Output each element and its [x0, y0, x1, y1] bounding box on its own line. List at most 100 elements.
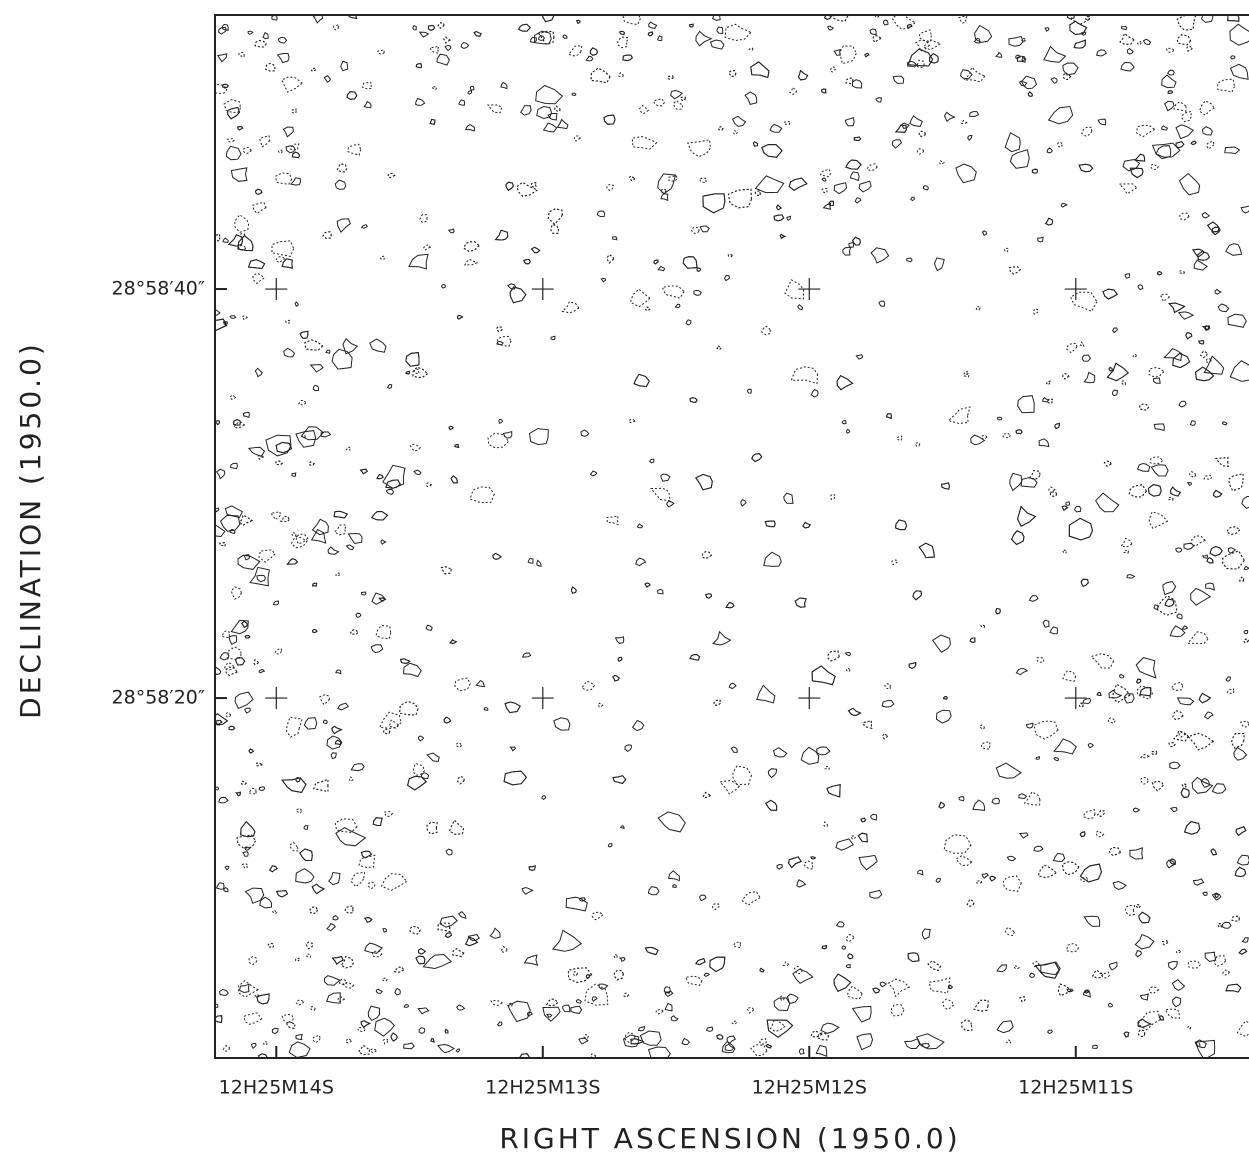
- contour: [960, 1019, 973, 1032]
- contour: [797, 304, 804, 311]
- contour: [845, 934, 855, 943]
- contour: [251, 1043, 257, 1049]
- contour: [1049, 626, 1059, 635]
- contour: [1151, 780, 1164, 792]
- contour: [967, 134, 973, 141]
- contour: [418, 1027, 426, 1034]
- contour: [331, 725, 343, 735]
- contour: [571, 92, 577, 97]
- contour: [854, 197, 862, 204]
- contour: [1181, 783, 1187, 788]
- contour: [1148, 367, 1165, 378]
- contour: [420, 772, 430, 780]
- contour: [981, 872, 990, 879]
- plot-frame: [214, 14, 1249, 1059]
- contour: [1118, 183, 1138, 195]
- contour: [810, 388, 819, 398]
- contour: [1228, 473, 1244, 492]
- contour: [960, 69, 973, 80]
- contour: [310, 528, 327, 544]
- contour: [1122, 158, 1141, 172]
- contour: [291, 108, 297, 114]
- contour: [744, 91, 758, 105]
- contour: [1021, 37, 1027, 43]
- contour: [1038, 438, 1050, 448]
- contour: [845, 77, 854, 85]
- contour: [907, 48, 934, 67]
- contour: [215, 713, 229, 726]
- contour: [797, 69, 809, 81]
- contour: [1203, 355, 1225, 375]
- contour: [507, 1002, 513, 1008]
- contour: [663, 986, 671, 994]
- contour: [443, 36, 451, 44]
- contour: [448, 425, 454, 431]
- contour: [269, 511, 281, 521]
- contour: [383, 811, 394, 818]
- contour: [1153, 423, 1165, 432]
- contour: [308, 461, 315, 466]
- contour: [374, 1017, 395, 1037]
- contour: [305, 953, 312, 958]
- contour: [1212, 489, 1223, 498]
- contour: [695, 30, 713, 47]
- contour: [754, 175, 785, 194]
- contour: [1157, 270, 1163, 276]
- contour: [575, 998, 582, 1004]
- contour: [475, 679, 486, 688]
- contour: [689, 654, 701, 661]
- contour: [320, 431, 332, 438]
- contour: [238, 983, 250, 994]
- contour: [275, 460, 284, 466]
- contour: [849, 171, 860, 182]
- contour: [369, 338, 387, 353]
- contour: [1021, 56, 1027, 62]
- contour: [309, 1006, 316, 1011]
- contour: [1065, 342, 1078, 354]
- contour: [444, 1028, 449, 1034]
- contour: [235, 791, 241, 797]
- contour: [215, 308, 221, 316]
- contour: [454, 443, 460, 449]
- contour: [248, 956, 258, 966]
- contour: [371, 592, 387, 605]
- contour: [430, 1037, 435, 1043]
- contour: [1124, 273, 1131, 279]
- contour: [550, 335, 556, 341]
- contour: [776, 863, 783, 870]
- contour: [1162, 580, 1177, 596]
- contour: [228, 725, 236, 731]
- contour: [1103, 460, 1112, 467]
- contour: [1032, 308, 1039, 315]
- contour: [567, 967, 593, 984]
- contour: [766, 1019, 794, 1038]
- contour: [450, 475, 458, 484]
- contour: [824, 765, 830, 771]
- contour: [376, 49, 385, 55]
- contour: [542, 1006, 561, 1022]
- contour: [340, 955, 355, 969]
- contour: [326, 992, 341, 1004]
- contour: [731, 1020, 738, 1025]
- contour: [981, 230, 988, 237]
- contour: [415, 97, 426, 106]
- contour: [230, 586, 242, 600]
- contour: [224, 865, 230, 871]
- contour: [1139, 993, 1149, 1001]
- contour: [851, 236, 861, 246]
- contour: [674, 303, 681, 308]
- contour: [370, 1047, 378, 1054]
- contour: [509, 286, 527, 304]
- contour: [1062, 670, 1077, 682]
- contour: [1229, 360, 1249, 382]
- contour: [938, 801, 946, 809]
- contour: [1063, 71, 1072, 81]
- contour: [1233, 747, 1248, 761]
- contour: [265, 434, 292, 457]
- contour: [973, 999, 989, 1012]
- contour: [847, 953, 854, 960]
- contour: [333, 510, 349, 519]
- contour: [728, 682, 737, 690]
- contour: [360, 591, 367, 596]
- contour: [1137, 1029, 1146, 1038]
